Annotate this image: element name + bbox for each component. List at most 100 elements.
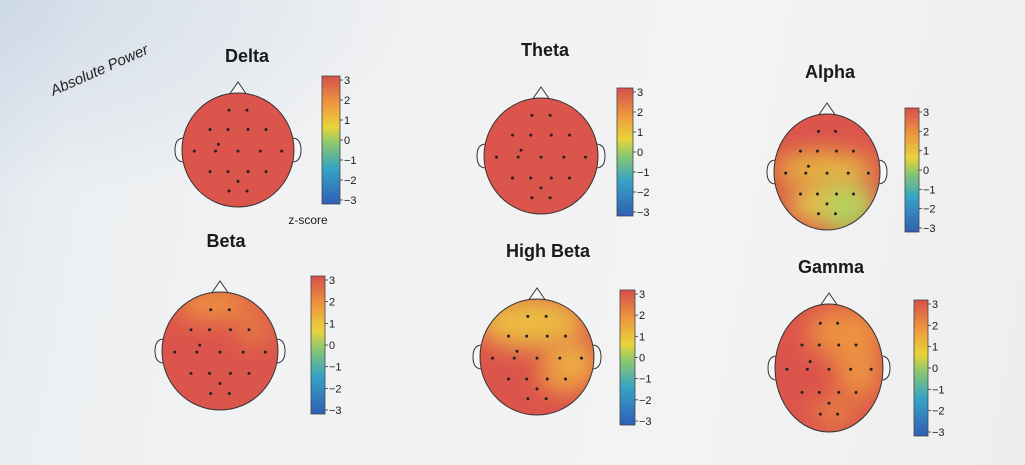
- topomap-gamma: Gamma 3 2 1 0 −1 −2 −3: [767, 257, 945, 439]
- electrode-dot: [827, 367, 831, 371]
- electrode-dot: [548, 113, 552, 117]
- electrode-dot: [241, 350, 245, 354]
- electrode-dot: [198, 343, 202, 347]
- electrode-dot: [805, 367, 809, 371]
- electrode-dot: [815, 149, 819, 153]
- electrode-dot: [247, 328, 251, 332]
- band-title: High Beta: [506, 241, 591, 261]
- electrode-dot: [258, 149, 262, 153]
- electrode-dot: [208, 170, 212, 174]
- electrode-dot: [280, 149, 284, 153]
- electrode-dot: [173, 350, 177, 354]
- colorbar-tick-label: 0: [639, 353, 645, 365]
- electrode-dot: [785, 367, 789, 371]
- colorbar-tick-label: −2: [932, 406, 945, 418]
- electrode-dot: [544, 397, 548, 401]
- electrode-dot: [227, 189, 231, 193]
- nose: [531, 86, 551, 101]
- electrode-dot: [245, 108, 249, 112]
- colorbar: 3 2 1 0 −1 −2 −3: [616, 87, 650, 219]
- nose: [527, 287, 547, 302]
- colorbar-tick-label: −2: [344, 175, 357, 187]
- electrode-dot: [525, 377, 529, 381]
- electrode-dot: [226, 170, 230, 174]
- electrode-dot: [866, 171, 870, 175]
- electrode-dot: [579, 356, 583, 360]
- colorbar-tick-label: −1: [637, 167, 650, 179]
- right-ear: [595, 143, 606, 169]
- electrode-dot: [818, 412, 822, 416]
- left-ear: [476, 143, 487, 169]
- band-title: Gamma: [798, 257, 865, 277]
- band-title: Beta: [206, 231, 246, 251]
- electrode-dot: [825, 171, 829, 175]
- colorbar-tick-label: 0: [344, 135, 350, 147]
- electrode-dot: [539, 155, 543, 159]
- electrode-dot: [836, 321, 840, 325]
- head-outline: [161, 291, 279, 411]
- electrode-dot: [800, 390, 804, 394]
- electrode-dot: [515, 349, 519, 353]
- electrode-dot: [192, 149, 196, 153]
- electrode-dot: [530, 196, 534, 200]
- electrode-dot: [195, 350, 199, 354]
- colorbar-tick-label: −3: [932, 427, 945, 439]
- colorbar-tick-label: −1: [329, 362, 342, 374]
- colorbar-tick-label: 3: [923, 107, 929, 119]
- electrode-dot: [808, 360, 812, 364]
- colorbar-tick-label: −3: [637, 207, 650, 219]
- colorbar-tick-label: 0: [329, 340, 335, 352]
- electrode-dot: [209, 391, 213, 395]
- topomap-delta: Delta 3 2 1 0 −1 −2 −3 z-score: [174, 46, 357, 227]
- electrode-dot: [512, 356, 516, 360]
- electrode-dot: [564, 334, 567, 338]
- electrode-dot: [226, 127, 230, 131]
- electrode-dot: [846, 171, 850, 175]
- colorbar-tick-label: −3: [329, 405, 342, 417]
- colorbar-tick-label: 0: [637, 147, 643, 159]
- electrode-dot: [833, 212, 837, 216]
- electrode-dot: [869, 367, 873, 371]
- topomap-theta: Theta 3 2 1 0 −1 −2 −3: [476, 40, 650, 219]
- nose: [819, 292, 839, 307]
- colorbar: 3 2 1 0 −1 −2 −3: [310, 275, 342, 417]
- electrode-dot: [236, 179, 240, 183]
- colorbar-tick-label: 3: [329, 275, 335, 287]
- electrode-dot: [209, 308, 213, 312]
- colorbar-tick-label: 0: [932, 363, 938, 375]
- electrode-dot: [852, 192, 855, 196]
- colorbar-tick-label: 2: [932, 320, 938, 332]
- electrode-dot: [246, 170, 250, 174]
- colorbar-tick-label: −3: [639, 416, 652, 428]
- electrode-dot: [837, 390, 841, 394]
- electrode-dot: [236, 149, 240, 153]
- electrode-dot: [833, 129, 837, 133]
- electrode-dot: [511, 176, 514, 180]
- colorbar: 3 2 1 0 −1 −2 −3: [904, 107, 936, 235]
- colorbar-unit-label: z-score: [288, 213, 328, 227]
- colorbar-gradient: [616, 87, 634, 217]
- electrode-dot: [526, 397, 530, 401]
- electrode-dot: [247, 371, 251, 375]
- colorbar-tick-label: 0: [923, 165, 929, 177]
- colorbar-tick-label: −1: [344, 155, 357, 167]
- electrode-dot: [825, 202, 829, 206]
- electrode-dot: [228, 371, 232, 375]
- electrode-dot: [218, 350, 222, 354]
- electrode-dot: [852, 149, 855, 153]
- electrode-dot: [837, 343, 841, 347]
- colorbar-tick-label: 3: [344, 75, 350, 87]
- electrode-dot: [529, 176, 533, 180]
- colorbar-tick-label: 1: [639, 331, 645, 343]
- electrode-dot: [817, 212, 821, 216]
- electrode-dot: [818, 321, 822, 325]
- electrode-dot: [495, 155, 499, 159]
- electrode-dot: [854, 343, 858, 347]
- nose: [210, 280, 230, 295]
- left-ear: [174, 137, 185, 163]
- colorbar-tick-label: 1: [637, 127, 643, 139]
- head-outline: [773, 113, 881, 231]
- colorbar-tick-label: 1: [923, 146, 929, 158]
- electrode-dot: [835, 149, 839, 153]
